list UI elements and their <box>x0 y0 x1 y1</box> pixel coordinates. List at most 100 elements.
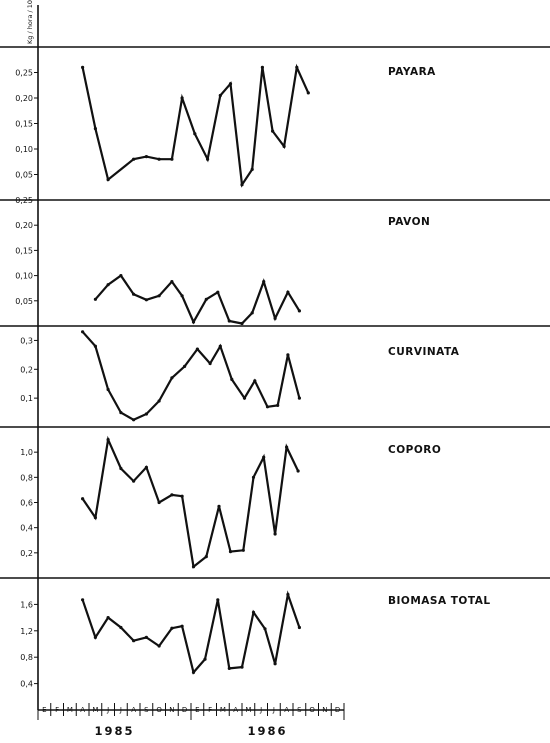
data-point <box>191 320 196 324</box>
data-point <box>296 469 300 473</box>
data-point <box>106 283 110 287</box>
data-point <box>157 157 161 161</box>
data-point <box>286 353 290 357</box>
year-label: 1985 <box>94 724 134 738</box>
panel-title: PAYARA <box>388 66 436 78</box>
data-point <box>157 399 161 403</box>
series-line <box>81 590 301 675</box>
y-tick-label: 0,1 <box>20 394 33 403</box>
y-tick-label: 0,10 <box>15 145 33 154</box>
data-point <box>81 65 85 69</box>
data-point <box>297 625 301 630</box>
data-point <box>286 592 290 597</box>
data-point <box>282 144 286 148</box>
y-tick-label: 0,15 <box>15 246 33 255</box>
month-label: J <box>259 706 262 714</box>
month-label: M <box>67 706 73 714</box>
y-tick-label: 0,6 <box>20 499 33 508</box>
month-label: J <box>119 706 122 714</box>
data-point <box>250 167 254 171</box>
data-point <box>119 411 123 415</box>
data-point <box>206 157 210 161</box>
data-point <box>132 479 136 483</box>
data-point <box>180 494 184 498</box>
panel-biomasa-total: BIOMASA TOTAL 0,4 0,8 1,2 1,6 <box>20 590 491 689</box>
month-label: N <box>322 706 327 714</box>
panel-coporo: COPORO 0,2 0,4 0,6 0,8 1,0 <box>20 435 441 569</box>
y-tick-label: 0,8 <box>20 473 33 482</box>
data-point <box>132 157 136 161</box>
data-point <box>250 311 254 315</box>
panel-title: BIOMASA TOTAL <box>388 595 491 607</box>
data-point <box>286 290 290 294</box>
data-point <box>170 626 174 630</box>
frame <box>0 5 550 711</box>
panel-pavon: PAVON 0,05 0,10 0,15 0,20 0,25 <box>15 196 430 326</box>
data-point <box>132 292 136 296</box>
data-point <box>216 290 220 294</box>
y-tick-label: 0,05 <box>15 297 33 306</box>
y-tick-label: 0,05 <box>15 171 33 180</box>
month-label: A <box>80 706 85 714</box>
data-point <box>230 377 234 381</box>
data-point <box>170 280 174 284</box>
panel-payara: PAYARA 0,05 0,10 0,15 0,20 0,25 <box>15 63 436 188</box>
data-point <box>183 364 187 368</box>
y-tick-label: 0,15 <box>15 120 33 129</box>
month-label: M <box>220 706 226 714</box>
data-point <box>241 548 245 552</box>
y-tick-label: 0,2 <box>20 365 33 374</box>
month-label: E <box>42 706 46 714</box>
data-point <box>217 504 221 508</box>
data-point <box>93 127 97 131</box>
data-point <box>260 65 264 69</box>
month-label: A <box>284 706 289 714</box>
data-point <box>273 316 277 320</box>
data-point <box>204 297 208 301</box>
data-point <box>265 405 270 409</box>
data-point <box>81 497 85 501</box>
year-label: 1986 <box>247 724 287 738</box>
data-point <box>251 475 256 479</box>
data-point <box>144 465 148 469</box>
series-line <box>81 63 310 188</box>
data-point <box>218 93 222 98</box>
month-label: J <box>106 706 109 714</box>
data-point <box>295 65 299 69</box>
data-point <box>227 319 231 323</box>
month-label: O <box>156 706 162 714</box>
data-point <box>180 624 184 628</box>
y-tick-label: 0,8 <box>20 653 33 662</box>
data-point <box>170 493 174 497</box>
panel-title: COPORO <box>388 444 441 456</box>
data-point <box>144 412 148 416</box>
data-point <box>204 555 208 559</box>
y-unit-label: Kg / hora / 100 m <box>26 0 34 44</box>
data-point <box>227 666 231 671</box>
data-point <box>285 445 289 449</box>
month-label: J <box>272 706 275 714</box>
data-point <box>191 565 196 569</box>
panel-title: PAVON <box>388 216 430 228</box>
month-label: S <box>144 706 149 714</box>
data-point <box>191 670 196 675</box>
month-label: F <box>208 706 212 714</box>
data-point <box>106 387 110 392</box>
data-point <box>253 379 257 383</box>
data-point <box>157 644 161 648</box>
data-point <box>240 665 244 669</box>
y-tick-label: 0,4 <box>20 524 33 533</box>
data-point <box>119 625 123 630</box>
data-point <box>218 344 222 348</box>
data-point <box>119 274 123 278</box>
y-tick-label: 0,20 <box>15 94 33 103</box>
data-point <box>262 280 266 284</box>
data-point <box>93 344 97 348</box>
y-tick-label: 1,0 <box>20 448 33 457</box>
month-label: M <box>92 706 98 714</box>
panels: PAYARA 0,05 0,10 0,15 0,20 0,25 PAVON 0,05 0,10 0… <box>15 63 491 689</box>
data-point <box>240 321 244 326</box>
month-label: M <box>245 706 251 714</box>
data-point <box>81 330 85 334</box>
